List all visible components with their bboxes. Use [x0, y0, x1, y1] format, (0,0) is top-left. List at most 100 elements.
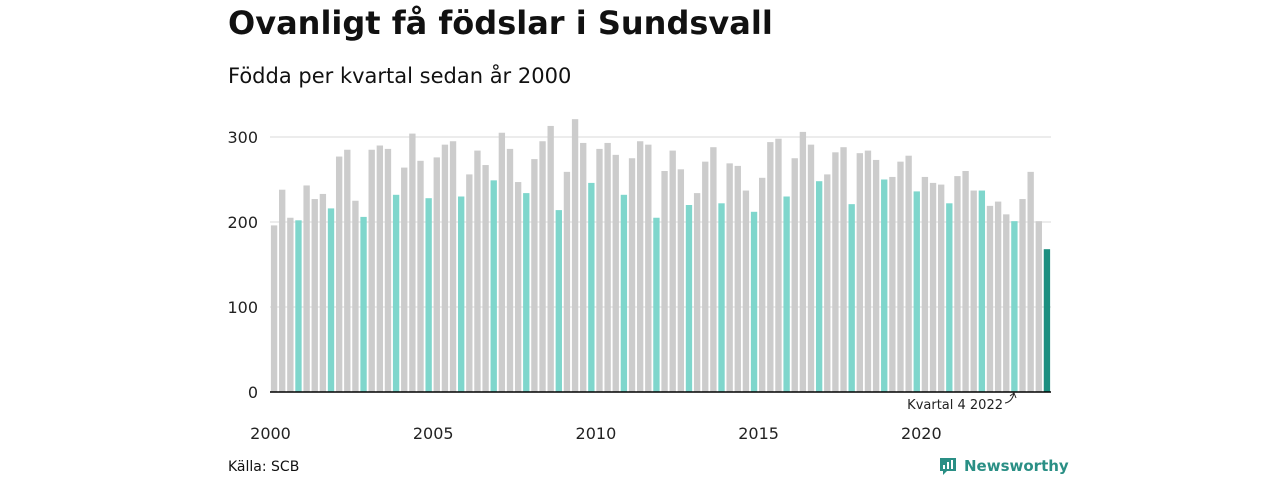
bar: [270, 225, 278, 392]
bar: [848, 204, 855, 392]
bar: [702, 161, 709, 392]
bar: [547, 125, 554, 392]
bar: [335, 156, 343, 392]
bar: [498, 132, 506, 392]
source-label: Källa: SCB: [228, 459, 300, 475]
bar: [832, 152, 839, 392]
bar: [612, 154, 619, 392]
bar: [693, 193, 701, 392]
x-tick-label: 2005: [413, 424, 454, 443]
bar: [750, 211, 758, 392]
bar: [1003, 214, 1010, 392]
bar: [726, 163, 733, 392]
bar: [628, 158, 636, 392]
bar: [807, 144, 815, 392]
bar: [295, 220, 302, 392]
bar: [938, 184, 945, 392]
bar: [596, 148, 603, 392]
bar: [685, 205, 693, 392]
bar: [319, 193, 327, 392]
bar: [994, 201, 1002, 392]
bar: [661, 171, 668, 392]
brand-name: Newsworthy: [964, 457, 1069, 475]
bar: [1027, 171, 1034, 392]
bar: [604, 142, 611, 392]
bar: [490, 180, 497, 392]
bar: [840, 147, 847, 392]
bar: [791, 158, 798, 392]
gridlines: [270, 136, 1051, 308]
y-tick-label: 200: [227, 213, 258, 232]
bar: [441, 144, 449, 392]
bar: [710, 147, 717, 392]
bar: [986, 205, 994, 392]
bar: [409, 133, 416, 392]
bar: [645, 144, 652, 392]
bar: [636, 141, 644, 392]
bar: [946, 203, 953, 392]
y-tick-label: 0: [248, 383, 258, 402]
bar: [1019, 199, 1026, 392]
bar: [514, 182, 522, 392]
bar: [775, 138, 782, 392]
bars: [270, 119, 1051, 393]
bar: [962, 171, 969, 392]
bar: [864, 150, 872, 392]
bar: [677, 169, 685, 392]
annotation: Kvartal 4 2022: [907, 392, 1017, 413]
bar: [954, 176, 961, 392]
bar: [897, 161, 904, 392]
bar: [881, 179, 888, 392]
bar: [327, 208, 335, 392]
bar: [580, 142, 587, 392]
bar: [913, 191, 920, 392]
bar: [392, 194, 400, 392]
bar: [417, 160, 424, 392]
bar: [759, 177, 766, 392]
annotation-arrow: [1004, 392, 1017, 404]
bar: [970, 190, 977, 392]
bar: [718, 203, 725, 392]
bar: [824, 174, 831, 392]
bar: [360, 216, 367, 392]
bar: [539, 141, 546, 392]
bar: [368, 149, 375, 392]
bar: [815, 181, 823, 392]
chart-subtitle: Födda per kvartal sedan år 2000: [228, 64, 572, 88]
bar: [1035, 221, 1042, 392]
bar: [921, 176, 929, 392]
bar: [669, 150, 676, 392]
bar: [783, 196, 790, 392]
bar: [767, 142, 774, 392]
y-tick-label: 300: [227, 128, 258, 147]
bar: [466, 174, 473, 392]
bar: [1043, 249, 1051, 392]
y-tick-label: 100: [227, 298, 258, 317]
bar: [555, 210, 562, 392]
bar: [523, 193, 530, 392]
bar: [458, 196, 465, 392]
bar: [620, 194, 628, 392]
bar: [279, 189, 286, 392]
bar: [449, 141, 457, 392]
x-axis-labels: 2000 2005 2010 2015 2020: [250, 424, 942, 443]
bar: [303, 185, 310, 392]
chart-title: Ovanligt få födslar i Sundsvall: [228, 4, 773, 42]
bar: [311, 199, 318, 392]
bar: [588, 182, 595, 392]
annotation-label: Kvartal 4 2022: [907, 398, 1003, 413]
bar: [571, 119, 579, 393]
bar: [401, 167, 408, 392]
bar: [872, 159, 880, 392]
bar: [742, 190, 750, 392]
bar: [1011, 221, 1018, 392]
bar: [531, 159, 538, 392]
bar: [563, 171, 571, 392]
x-tick-label: 2010: [576, 424, 617, 443]
bar: [482, 165, 489, 392]
x-tick-label: 2000: [250, 424, 291, 443]
bar: [425, 198, 432, 392]
bar: [376, 145, 384, 392]
brand[interactable]: Newsworthy: [938, 456, 1069, 476]
